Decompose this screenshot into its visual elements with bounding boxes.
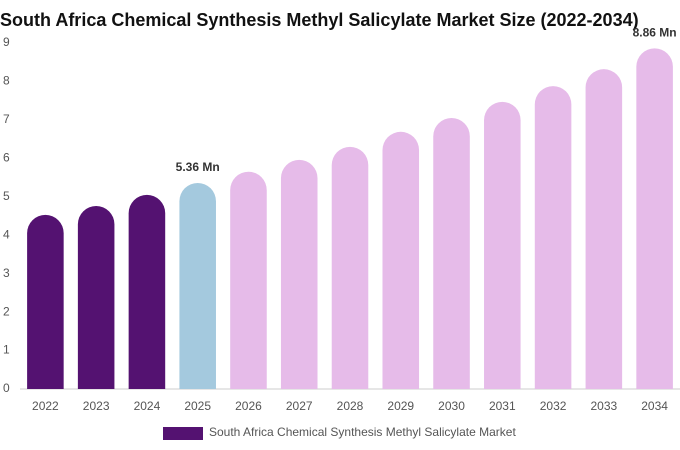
x-tick-label: 2027 — [286, 399, 313, 413]
bar — [128, 194, 166, 389]
bar — [382, 131, 420, 390]
x-tick-label: 2022 — [32, 399, 59, 413]
y-tick-label: 1 — [3, 343, 10, 357]
x-tick-label: 2032 — [540, 399, 567, 413]
x-tick-label: 2024 — [134, 399, 161, 413]
value-label: 8.86 Mn — [633, 26, 677, 40]
legend-swatch — [163, 427, 203, 440]
y-tick-label: 4 — [3, 227, 10, 241]
value-label: 5.36 Mn — [176, 160, 220, 174]
x-tick-label: 2028 — [337, 399, 364, 413]
legend-label: South Africa Chemical Synthesis Methyl S… — [209, 425, 516, 439]
x-tick-label: 2034 — [641, 399, 668, 413]
x-tick-label: 2026 — [235, 399, 262, 413]
x-tick-label: 2023 — [83, 399, 110, 413]
y-tick-label: 8 — [3, 74, 10, 88]
y-tick-label: 2 — [3, 304, 10, 318]
bar — [585, 69, 623, 389]
y-tick-label: 9 — [3, 35, 10, 49]
x-tick-label: 2033 — [590, 399, 617, 413]
chart-title: South Africa Chemical Synthesis Methyl S… — [0, 10, 639, 30]
bar — [433, 117, 470, 390]
y-tick-label: 0 — [3, 381, 10, 395]
bar — [230, 171, 267, 389]
y-tick-label: 7 — [3, 112, 10, 126]
bar — [534, 86, 572, 390]
bar — [280, 159, 318, 389]
bar — [331, 146, 369, 389]
bar — [484, 101, 521, 389]
x-tick-label: 2029 — [387, 399, 414, 413]
bar — [179, 182, 216, 389]
bar — [636, 48, 673, 390]
x-tick-label: 2025 — [184, 399, 211, 413]
x-tick-label: 2031 — [489, 399, 516, 413]
y-tick-label: 5 — [3, 189, 10, 203]
x-tick-label: 2030 — [438, 399, 465, 413]
y-tick-label: 6 — [3, 151, 10, 165]
bar — [27, 214, 64, 389]
bar — [77, 206, 115, 389]
y-tick-label: 3 — [3, 266, 10, 280]
